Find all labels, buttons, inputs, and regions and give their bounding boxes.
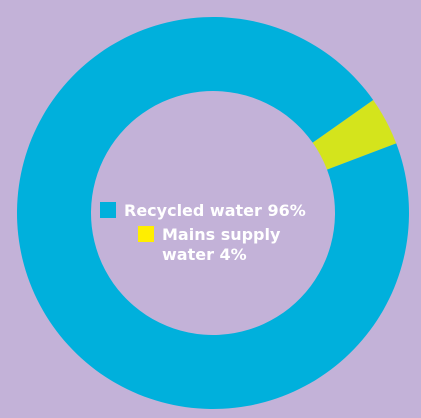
legend-swatch-recycled-water	[100, 202, 116, 218]
legend-item-mains-supply-water: Mains supply water 4%	[100, 225, 360, 265]
chart-legend: Recycled water 96% Mains supply water 4%	[100, 201, 360, 265]
legend-swatch-mains-supply-water	[138, 226, 154, 242]
legend-item-recycled-water: Recycled water 96%	[100, 201, 360, 221]
donut-slice-recycled-water	[17, 17, 410, 410]
legend-label-mains-supply-water: Mains supply water 4%	[162, 225, 281, 264]
legend-label-recycled-water: Recycled water 96%	[124, 201, 306, 220]
donut-slice-mains-supply-water	[312, 100, 397, 170]
